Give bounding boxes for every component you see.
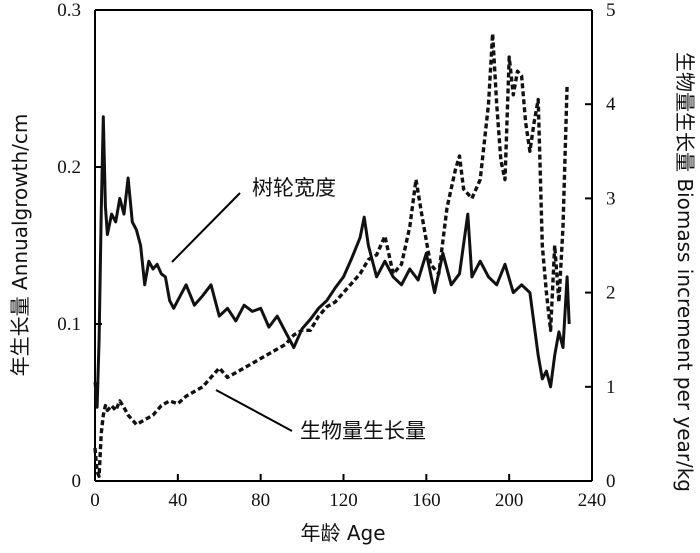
series-line-tree_ring xyxy=(93,115,571,409)
series-line-biomass xyxy=(93,31,569,478)
x-tick-label: 240 xyxy=(578,490,607,511)
annotation-leader-line xyxy=(171,192,241,263)
left-y-tick-label: 0 xyxy=(72,471,82,492)
right-y-tick-label: 5 xyxy=(606,0,616,21)
annotation-leader-line xyxy=(215,389,293,432)
x-tick-label: 80 xyxy=(251,490,270,511)
x-tick-label: 120 xyxy=(329,490,358,511)
left-y-tick-label: 0.2 xyxy=(57,157,81,178)
left-y-axis-title: 年生长量 Annualgrowth/cm xyxy=(8,114,32,377)
annotation-label: 树轮宽度 xyxy=(252,176,336,200)
right-y-axis-title: 生物量生长量 Biomass increment per year/kg xyxy=(673,52,697,492)
annotation-biomass: 生物量生长量 xyxy=(215,389,426,443)
x-tick-label: 40 xyxy=(168,490,187,511)
left-y-tick-label: 0.1 xyxy=(57,314,81,335)
annotation-label: 生物量生长量 xyxy=(300,419,426,443)
right-y-tick-label: 3 xyxy=(606,188,616,209)
x-tick-label: 200 xyxy=(495,490,524,511)
x-tick-label: 0 xyxy=(90,490,100,511)
annotation-tree-ring: 树轮宽度 xyxy=(171,176,336,263)
right-y-tick-label: 2 xyxy=(606,283,616,304)
left-y-tick-label: 0.3 xyxy=(57,0,81,21)
series-layer xyxy=(93,31,571,478)
right-y-tick-label: 4 xyxy=(606,94,616,115)
left-y-axis-ticks: 0 0.1 0.2 0.3 xyxy=(57,0,81,492)
x-tick-label: 160 xyxy=(412,490,441,511)
x-axis-ticks: 0 40 80 120 160 200 240 xyxy=(90,490,606,511)
x-axis-title: 年龄 Age xyxy=(300,521,385,545)
right-y-tick-label: 1 xyxy=(606,377,616,398)
right-y-axis-ticks: 0 1 2 3 4 5 xyxy=(606,0,616,492)
right-y-tick-label: 0 xyxy=(606,471,616,492)
